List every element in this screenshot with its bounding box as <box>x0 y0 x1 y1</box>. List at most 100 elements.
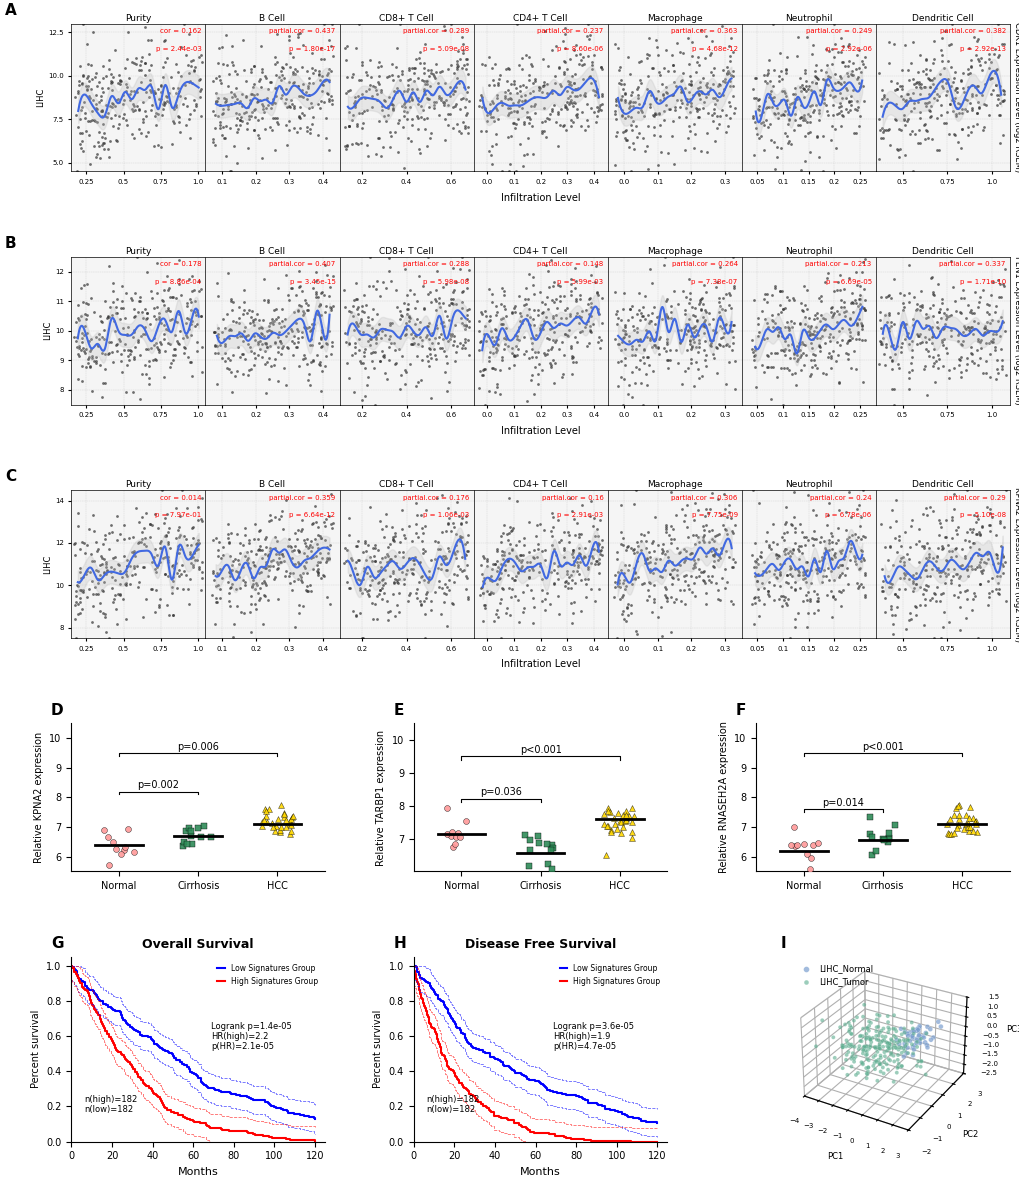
Point <box>79 79 96 98</box>
Point <box>527 526 543 545</box>
Point <box>520 567 536 586</box>
Point <box>991 514 1008 533</box>
Point <box>892 77 908 95</box>
Point <box>161 518 177 537</box>
Point <box>993 357 1009 375</box>
Point <box>832 67 848 86</box>
Point <box>870 64 887 82</box>
Point <box>254 334 270 353</box>
Point <box>403 559 419 578</box>
Point <box>942 77 958 95</box>
Point <box>180 109 197 128</box>
Point <box>162 311 178 330</box>
Point <box>381 550 397 568</box>
Point <box>117 383 133 401</box>
Point <box>618 577 634 596</box>
Point <box>303 548 319 567</box>
Point <box>883 379 900 398</box>
Point <box>350 87 366 106</box>
Point <box>162 538 178 557</box>
Point <box>592 331 608 350</box>
Point <box>290 543 307 561</box>
Point <box>587 113 603 132</box>
Point <box>930 321 947 340</box>
Point <box>399 294 416 313</box>
Point <box>661 351 678 370</box>
Point <box>781 541 797 560</box>
Point <box>780 590 796 609</box>
Point <box>410 48 426 67</box>
Point <box>205 72 221 91</box>
Point <box>907 78 923 97</box>
Point <box>360 367 376 386</box>
Point <box>518 279 534 298</box>
Point <box>92 355 108 374</box>
Point <box>994 548 1010 567</box>
Point <box>79 112 96 131</box>
Point <box>900 324 916 343</box>
Point <box>447 294 464 313</box>
Point <box>902 101 918 120</box>
Point <box>566 556 582 574</box>
Point <box>156 367 172 386</box>
Point <box>404 109 420 128</box>
Point <box>345 383 362 401</box>
Point <box>84 347 100 366</box>
Point <box>72 568 89 587</box>
Point <box>285 302 302 321</box>
X-axis label: Months: Months <box>520 1166 560 1177</box>
Point <box>367 539 383 558</box>
Point <box>274 312 290 331</box>
Point <box>363 344 379 363</box>
Point <box>204 564 220 583</box>
Point <box>853 331 869 350</box>
Point <box>104 578 120 597</box>
Point <box>88 99 104 118</box>
Point <box>926 585 943 604</box>
Point <box>982 52 999 71</box>
Point <box>193 307 209 326</box>
Point <box>757 111 773 129</box>
Point <box>397 313 414 332</box>
Point <box>589 536 605 554</box>
Point <box>653 75 669 94</box>
Point <box>231 115 248 134</box>
Point <box>980 45 997 64</box>
Point <box>754 113 770 132</box>
Point <box>137 528 153 547</box>
Point <box>249 93 265 112</box>
Point <box>306 530 322 548</box>
Point <box>686 553 702 572</box>
Point <box>165 567 181 586</box>
Point <box>771 563 788 581</box>
Point <box>606 95 623 114</box>
Point <box>661 483 678 501</box>
Point <box>924 285 941 304</box>
Point <box>209 374 225 393</box>
Point <box>539 261 555 280</box>
Point <box>526 97 542 115</box>
Point <box>835 107 851 126</box>
Point <box>699 567 715 586</box>
Point <box>177 46 194 65</box>
Point <box>801 142 817 161</box>
Point <box>405 334 421 353</box>
Point <box>623 117 639 135</box>
Point <box>164 134 180 153</box>
Point <box>172 565 189 584</box>
Point <box>921 498 937 517</box>
Point <box>444 98 461 117</box>
Point <box>766 277 783 295</box>
Text: B: B <box>5 235 16 251</box>
Point <box>616 339 633 358</box>
Point <box>459 568 475 587</box>
Point <box>787 610 803 629</box>
Point <box>863 846 879 865</box>
Point <box>93 556 109 574</box>
Point <box>425 92 441 111</box>
Point <box>571 313 587 332</box>
Point <box>179 97 196 115</box>
Point <box>484 285 500 304</box>
Point <box>650 330 666 348</box>
Point <box>108 599 124 618</box>
